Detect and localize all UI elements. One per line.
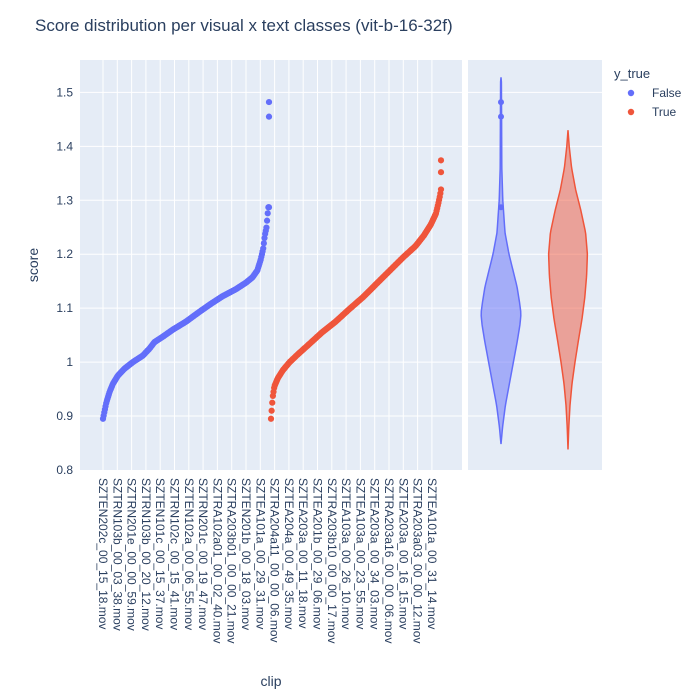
outlier-point-true[interactable] bbox=[437, 157, 445, 164]
y-axis-ticks: 0.8 0.9 1 1.1 1.2 1.3 1.4 1.5 bbox=[56, 85, 73, 477]
x-tick-label: SZTEA203a_00_34_03.mov bbox=[368, 478, 382, 629]
violin-point-false[interactable] bbox=[498, 204, 504, 211]
x-tick-label: SZTEN202c_00_15_18.mov bbox=[96, 478, 110, 629]
y-tick-label: 1 bbox=[66, 355, 73, 369]
legend-marker-true bbox=[627, 108, 635, 116]
y-tick-label: 0.8 bbox=[56, 463, 73, 477]
data-point-true[interactable] bbox=[267, 415, 275, 422]
x-tick-label: SZTRA203a03_00_00_12.mov bbox=[411, 478, 425, 643]
legend-label-true: True bbox=[652, 105, 677, 119]
x-tick-label: SZTEA101a_00_29_31.mov bbox=[253, 478, 267, 629]
x-tick-label: SZTRN103b_00_20_12.mov bbox=[139, 478, 153, 631]
data-point-false[interactable] bbox=[260, 240, 267, 247]
y-axis-label: score bbox=[25, 248, 41, 282]
outlier-point-false[interactable] bbox=[265, 113, 273, 120]
y-tick-label: 1.1 bbox=[56, 301, 73, 315]
legend-item-false[interactable]: False bbox=[627, 86, 682, 100]
x-tick-label: SZTEN102a_00_06_55.mov bbox=[182, 478, 196, 630]
x-tick-label: SZTEA103a_00_26_10.mov bbox=[339, 478, 353, 629]
data-point-true[interactable] bbox=[437, 186, 445, 193]
x-tick-label: SZTEN201b_00_18_03.mov bbox=[239, 478, 253, 630]
x-tick-label: SZTRA203b10_00_00_17.mov bbox=[325, 478, 339, 643]
data-point-false[interactable] bbox=[263, 224, 270, 231]
y-tick-label: 0.9 bbox=[56, 409, 73, 423]
x-tick-label: SZTRN201e_00_00_59.mov bbox=[125, 478, 139, 631]
x-tick-label: SZTRN103b_00_03_38.mov bbox=[110, 478, 124, 631]
data-point-false[interactable] bbox=[265, 204, 273, 211]
legend-title: y_true bbox=[614, 66, 650, 81]
x-tick-label: SZTRN201c_00_19_47.mov bbox=[196, 478, 210, 630]
legend-item-true[interactable]: True bbox=[627, 105, 677, 119]
y-tick-label: 1.2 bbox=[56, 247, 73, 261]
y-tick-label: 1.3 bbox=[56, 193, 73, 207]
data-point-false[interactable] bbox=[260, 245, 267, 252]
x-axis-label: clip bbox=[260, 673, 281, 689]
data-point-true[interactable] bbox=[269, 399, 276, 406]
x-tick-label: SZTRA203b01_00_00_21.mov bbox=[225, 478, 239, 643]
x-tick-label: SZTEN101c_00_15_37.mov bbox=[153, 478, 167, 629]
x-tick-label: SZTEA204a_00_49_35.mov bbox=[282, 478, 296, 629]
outlier-point-true[interactable] bbox=[437, 169, 445, 176]
x-axis-ticks: SZTEN202c_00_15_18.mov SZTRN103b_00_03_38… bbox=[96, 478, 439, 643]
y-tick-label: 1.5 bbox=[56, 85, 73, 99]
scatter-points bbox=[99, 98, 445, 422]
outlier-point-false[interactable] bbox=[265, 98, 273, 106]
y-tick-label: 1.4 bbox=[56, 139, 73, 153]
x-tick-label: SZTEA103a_00_23_55.mov bbox=[353, 478, 367, 629]
data-point-true[interactable] bbox=[268, 407, 275, 414]
x-tick-label: SZTRA102a01_00_02_40.mov bbox=[210, 478, 224, 643]
legend-marker-false bbox=[627, 89, 635, 97]
violin-point-false[interactable] bbox=[498, 113, 504, 120]
x-tick-label: SZTEA101a_00_31_14.mov bbox=[425, 478, 439, 629]
violin-false[interactable] bbox=[480, 77, 522, 445]
x-tick-label: SZTRA204a11_00_00_06.mov bbox=[268, 478, 282, 643]
violins bbox=[480, 77, 589, 450]
legend-label-false: False bbox=[652, 86, 682, 100]
chart-title: Score distribution per visual x text cla… bbox=[35, 16, 453, 35]
x-tick-label: SZTRA203a16_00_00_06.mov bbox=[382, 478, 396, 643]
violin-true[interactable] bbox=[547, 130, 589, 450]
violin-point-false[interactable] bbox=[498, 99, 504, 106]
data-point-false[interactable] bbox=[264, 210, 271, 217]
x-tick-label: SZTRN102c_00_15_41.mov bbox=[168, 478, 182, 630]
x-tick-label: SZTEA201b_00_29_06.mov bbox=[311, 478, 325, 629]
legend[interactable]: y_true False True bbox=[614, 66, 682, 119]
data-point-false[interactable] bbox=[263, 217, 271, 224]
x-tick-label: SZTEA203a_00_11_18.mov bbox=[296, 478, 310, 629]
x-tick-label: SZTEA203a_00_16_15.mov bbox=[396, 478, 410, 629]
